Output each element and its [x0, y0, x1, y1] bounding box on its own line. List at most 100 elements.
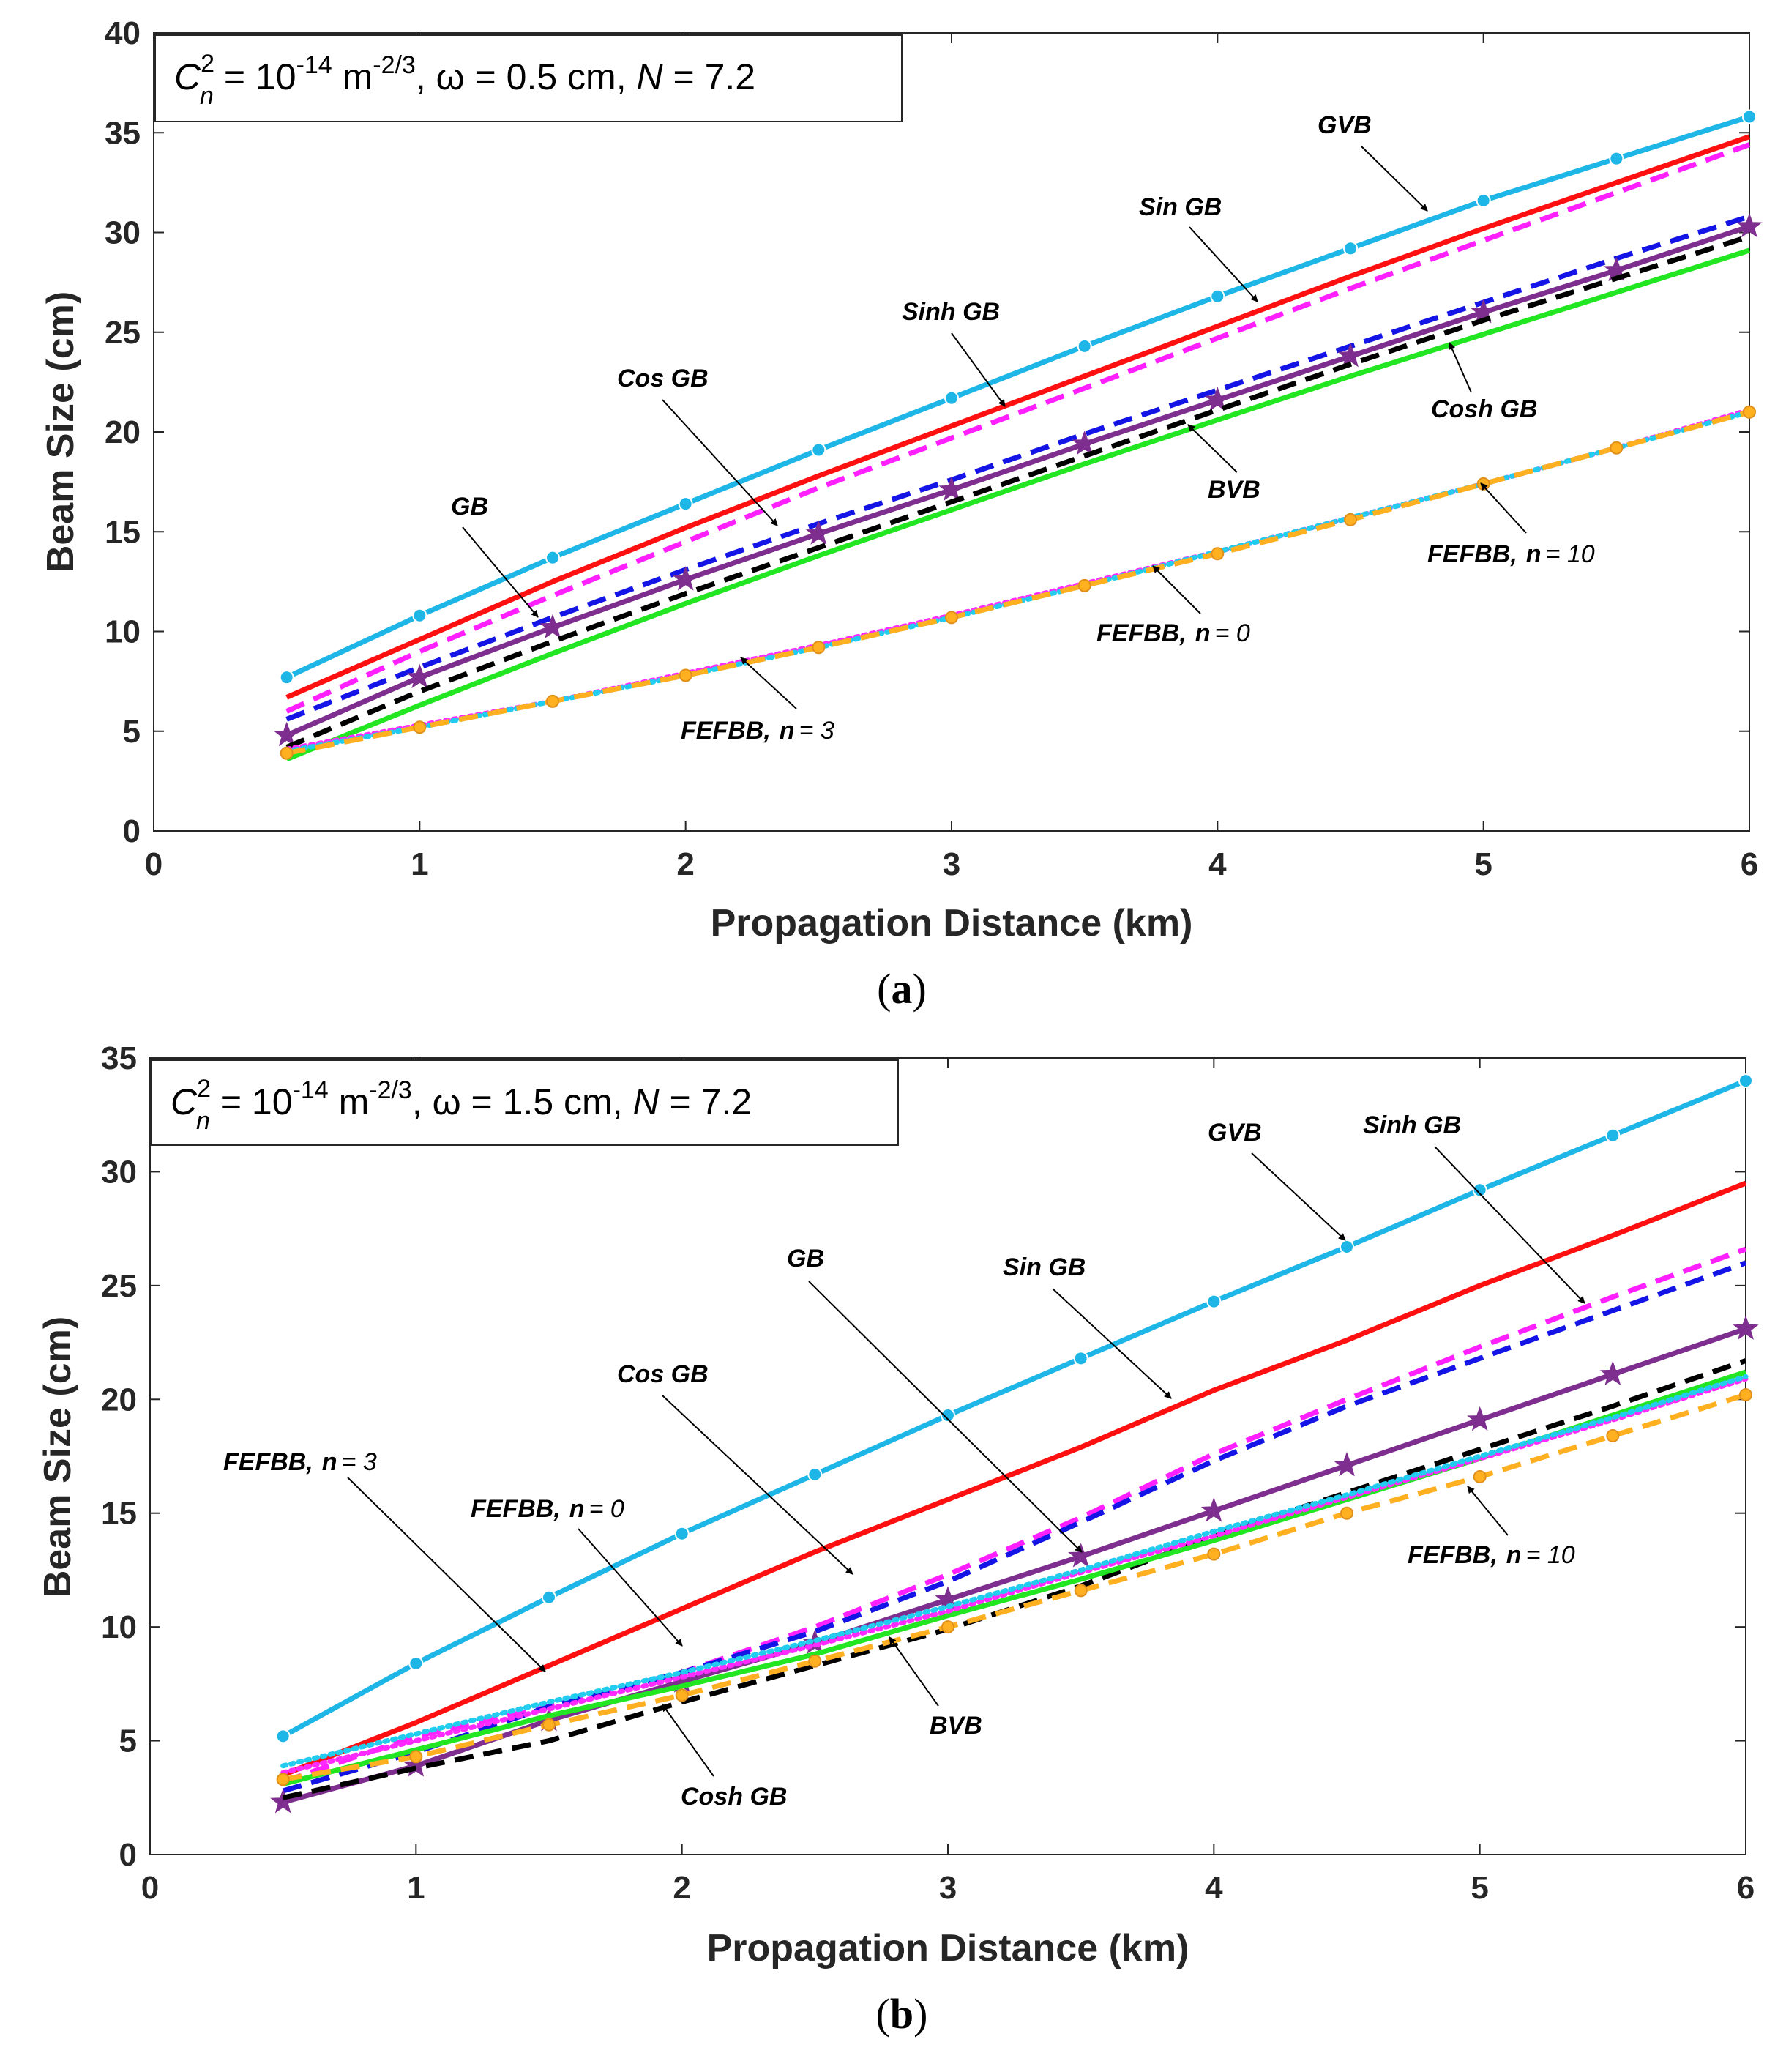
omega-text: , ω = 0.5 cm,: [416, 56, 637, 97]
x-tick-label: 4: [1208, 846, 1227, 882]
series-sin-gb-b: [282, 1180, 1747, 1778]
data-point-bvb: [539, 614, 566, 638]
x-tick-label: 1: [411, 846, 428, 882]
data-point-gvb: [408, 1655, 424, 1671]
svg-text:FEFBB,n= 0: FEFBB, n = 0: [471, 1495, 624, 1523]
data-point-bvb: [1736, 212, 1763, 238]
data-point-fefbb-n-10: [546, 694, 559, 708]
data-point-gvb: [542, 1590, 556, 1605]
annotations-b: GVB Sinh GB Sin GB GB Cos GB FEFBB, n = 3: [223, 1111, 1585, 1811]
cn-sup: 2: [201, 50, 214, 78]
y-tick-label: 0: [123, 813, 141, 849]
series-line-cosh-gb: [285, 247, 1751, 762]
params-text-a: C2 n = 10-14 m-2/3, ω = 0.5 cm, N = 7.2: [174, 50, 755, 110]
annotation-sinhgb-a: Sinh GB: [902, 298, 1006, 407]
x-tick-label: 0: [141, 1870, 159, 1906]
exp1-b: -14: [293, 1076, 329, 1104]
exp2-b: -2/3: [369, 1076, 412, 1104]
svg-text:Cosh GB: Cosh GB: [681, 1783, 787, 1811]
y-tick-label: 10: [105, 614, 141, 650]
series-line-sinh-gb: [285, 142, 1751, 714]
y-axis-label-a: Beam Size (cm): [40, 291, 82, 573]
data-point-gvb: [1073, 1351, 1088, 1366]
data-point-bvb: [1200, 1497, 1227, 1522]
data-point-fefbb-n-10: [276, 1773, 290, 1786]
unit: m: [332, 56, 373, 97]
data-point-fefbb-n-10: [679, 668, 692, 682]
annotation-gb-b: GB: [787, 1245, 1083, 1553]
data-point-bvb: [1072, 430, 1098, 455]
data-point-fefbb-n-10: [1739, 1388, 1752, 1402]
svg-text:GB: GB: [787, 1245, 824, 1272]
svg-text:FEFBB,n= 10: FEFBB, n = 10: [1408, 1541, 1575, 1569]
y-tick-label: 10: [101, 1609, 137, 1645]
cn-symbol-b: C: [171, 1081, 198, 1122]
data-point-gvb: [1077, 338, 1092, 354]
data-point-bvb: [274, 721, 300, 747]
annotation-gvb-b: GVB: [1208, 1119, 1346, 1241]
series-gb-a: [285, 234, 1751, 750]
svg-text:GVB: GVB: [1208, 1119, 1262, 1147]
data-point-gvb: [674, 1526, 690, 1541]
data-point-gvb: [275, 1729, 291, 1744]
data-point-gvb: [1476, 193, 1491, 208]
annotation-coshgb-a: Cosh GB: [1431, 342, 1537, 423]
series-line-sinh-gb: [282, 1246, 1747, 1784]
data-point-gvb: [279, 670, 294, 685]
data-point-bvb: [1467, 1406, 1493, 1431]
series-bvb-a: [274, 212, 1763, 747]
x-tick-label: 5: [1474, 846, 1492, 882]
data-point-fefbb-n-10: [1344, 513, 1357, 526]
svg-text:Cosh GB: Cosh GB: [1431, 395, 1537, 423]
y-tick-label: 20: [105, 414, 141, 450]
data-point-bvb: [1733, 1315, 1759, 1340]
series-line-fefbb-n-10: [286, 409, 1750, 756]
series-line-sin-gb: [282, 1180, 1747, 1778]
annotation-coshgb-b: Cosh GB: [662, 1704, 787, 1811]
x-axis-label-b: Propagation Distance (km): [707, 1927, 1189, 1969]
svg-text:Sinh GB: Sinh GB: [1363, 1111, 1461, 1139]
data-point-gvb: [412, 608, 427, 623]
data-point-gvb: [811, 442, 826, 458]
data-point-gvb: [807, 1467, 823, 1482]
data-point-gvb: [1343, 241, 1358, 256]
series-line-cos-gb: [285, 214, 1751, 722]
y-tick-label: 0: [119, 1837, 137, 1873]
data-point-gvb: [1340, 1240, 1354, 1255]
data-point-bvb: [673, 566, 699, 591]
series-gvb-b: [275, 1073, 1753, 1744]
cn-sub-b: n: [196, 1107, 210, 1135]
annotations-a: GVB Sin GB Sinh GB Cos GB GB Cosh GB: [451, 111, 1595, 745]
series-group-a: [274, 109, 1763, 762]
data-point-fefbb-n-10: [1610, 441, 1624, 455]
data-point-bvb: [1337, 343, 1364, 368]
data-point-bvb: [1599, 1360, 1626, 1385]
annotation-gvb-a: GVB: [1318, 111, 1428, 212]
series-sin-gb-a: [285, 134, 1751, 700]
data-point-gvb: [1472, 1182, 1487, 1198]
data-point-fefbb-n-10: [542, 1718, 556, 1732]
data-point-bvb: [1603, 256, 1629, 282]
y-tick-label: 5: [123, 714, 141, 750]
series-fefbb-n-3-b: [280, 1374, 1749, 1769]
series-sinh-gb-a: [285, 142, 1751, 714]
data-point-bvb: [403, 1752, 429, 1777]
annotation-fefbb0-a: FEFBB, n = 0: [1096, 565, 1250, 647]
y-tick-label: 25: [105, 315, 141, 351]
series-line-fefbb-n-3: [280, 1374, 1749, 1769]
series-fefbb-n-10-a: [280, 405, 1756, 760]
data-point-fefbb-n-10: [808, 1654, 822, 1668]
series-gvb-a: [279, 109, 1757, 685]
annotation-sinhgb-b: Sinh GB: [1363, 1111, 1585, 1304]
panel-b: 0 1 2 3 4 5 6 0 5 10 15 20 25 30 35 Propagation Distan…: [37, 1040, 1759, 2038]
data-point-gvb: [1605, 1128, 1621, 1143]
x-tick-label: 3: [939, 1870, 957, 1906]
cn-sub: n: [200, 82, 214, 110]
data-point-fefbb-n-10: [1743, 405, 1756, 419]
caption-b: (b): [876, 1990, 928, 2038]
data-point-gvb: [941, 1408, 955, 1423]
params-box-b: C2 n = 10-14 m-2/3, ω = 1.5 cm, N = 7.2: [151, 1059, 899, 1146]
data-point-fefbb-n-10: [1340, 1506, 1353, 1520]
annotation-bvb-b: BVB: [889, 1636, 982, 1740]
